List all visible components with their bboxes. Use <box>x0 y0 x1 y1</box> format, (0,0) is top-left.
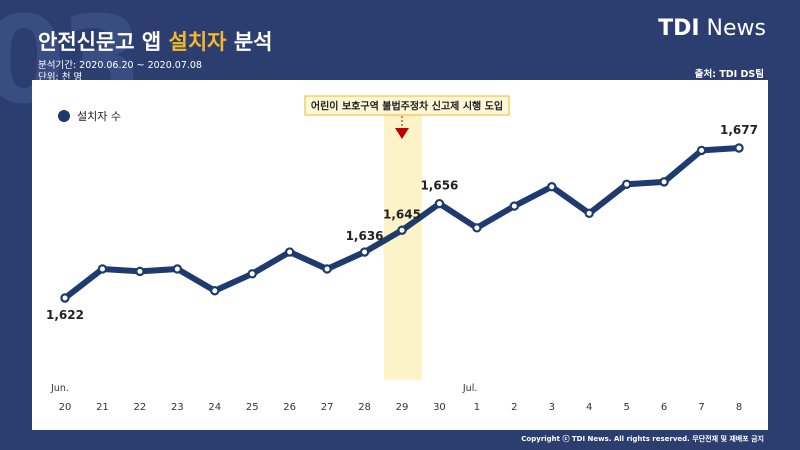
tdi-news-logo: TDI News <box>658 16 766 41</box>
x-tick-6: 6 <box>661 402 667 413</box>
x-tick-29: 29 <box>396 402 409 413</box>
legend-label: 설치자 수 <box>77 110 121 123</box>
data-point-26 <box>284 247 295 257</box>
x-tick-27: 27 <box>321 402 334 413</box>
copyright-notice: Copyright ⓒ TDI News. All rights reserve… <box>521 435 764 443</box>
legend-marker-icon <box>58 110 70 122</box>
data-label-20: 1,622 <box>46 308 84 322</box>
x-tick-26: 26 <box>283 402 296 413</box>
data-point-23 <box>172 264 183 274</box>
logo-light: News <box>706 16 766 41</box>
line-chart: 어린이 보호구역 불법주정차 신고제 시행 도입 설치자 수 1,622 1,63… <box>46 95 758 413</box>
data-point-24 <box>210 286 220 296</box>
x-tick-22: 22 <box>134 402 147 413</box>
data-point-20 <box>60 293 70 303</box>
x-axis-tick-labels: 20 21 22 23 24 25 26 27 28 29 30 1 2 3 4 5 6 7 8 <box>59 402 743 413</box>
x-tick-25: 25 <box>246 402 259 413</box>
page-title: 안전신문고 앱 설치자 분석 <box>38 26 272 56</box>
x-tick-2: 2 <box>511 402 517 413</box>
data-point-22 <box>135 266 145 277</box>
data-point-1 <box>472 223 482 233</box>
title-highlight: 설치자 <box>168 30 227 54</box>
data-labels: 1,622 1,636 1,645 1,656 1,677 <box>46 123 758 322</box>
x-tick-30: 30 <box>433 402 446 413</box>
logo-bold: TDI <box>658 16 700 41</box>
annotation-band <box>384 110 422 380</box>
chart-panel: 어린이 보호구역 불법주정차 신고제 시행 도입 설치자 수 1,622 1,63… <box>32 80 768 430</box>
x-axis-month-labels: Jun. Jul. <box>50 383 477 394</box>
annotation-text: 어린이 보호구역 불법주정차 신고제 시행 도입 <box>311 100 503 113</box>
x-tick-28: 28 <box>358 402 371 413</box>
x-tick-3: 3 <box>549 402 555 413</box>
x-tick-5: 5 <box>623 402 629 413</box>
data-point-7 <box>696 145 707 156</box>
month-label-1: Jul. <box>462 383 477 394</box>
data-point-30 <box>434 198 445 209</box>
data-point-4 <box>584 208 594 219</box>
data-label-29: 1,645 <box>383 207 421 221</box>
unit-label: 단위: 천 명 <box>38 72 83 83</box>
annotation-arrow-icon <box>395 128 409 139</box>
x-tick-8: 8 <box>736 402 742 413</box>
x-tick-4: 4 <box>586 402 592 413</box>
data-point-6 <box>659 177 669 187</box>
data-point-8 <box>734 143 744 153</box>
data-point-2 <box>509 201 520 211</box>
analysis-period: 분석기간: 2020.06.20 ~ 2020.07.08 <box>38 60 202 71</box>
data-point-3 <box>547 182 557 192</box>
data-point-28 <box>359 247 370 257</box>
title-suffix: 분석 <box>226 30 273 54</box>
data-label-8: 1,677 <box>720 123 758 137</box>
data-point-5 <box>621 179 632 189</box>
x-tick-21: 21 <box>96 402 109 413</box>
x-tick-7: 7 <box>698 402 704 413</box>
data-point-25 <box>247 269 257 279</box>
month-label-20: Jun. <box>50 383 69 394</box>
x-tick-23: 23 <box>171 402 184 413</box>
data-point-21 <box>97 264 108 274</box>
data-point-29 <box>397 225 407 235</box>
data-points <box>60 143 744 303</box>
annotation-box <box>304 95 510 116</box>
x-tick-1: 1 <box>474 402 480 413</box>
x-tick-24: 24 <box>208 402 221 413</box>
data-label-28: 1,636 <box>346 229 384 243</box>
title-prefix: 안전신문고 앱 <box>38 30 169 54</box>
data-label-30: 1,656 <box>420 179 458 193</box>
data-point-27 <box>322 264 332 274</box>
source-label: 출처: TDI DS팀 <box>694 69 764 80</box>
x-tick-20: 20 <box>59 402 72 413</box>
